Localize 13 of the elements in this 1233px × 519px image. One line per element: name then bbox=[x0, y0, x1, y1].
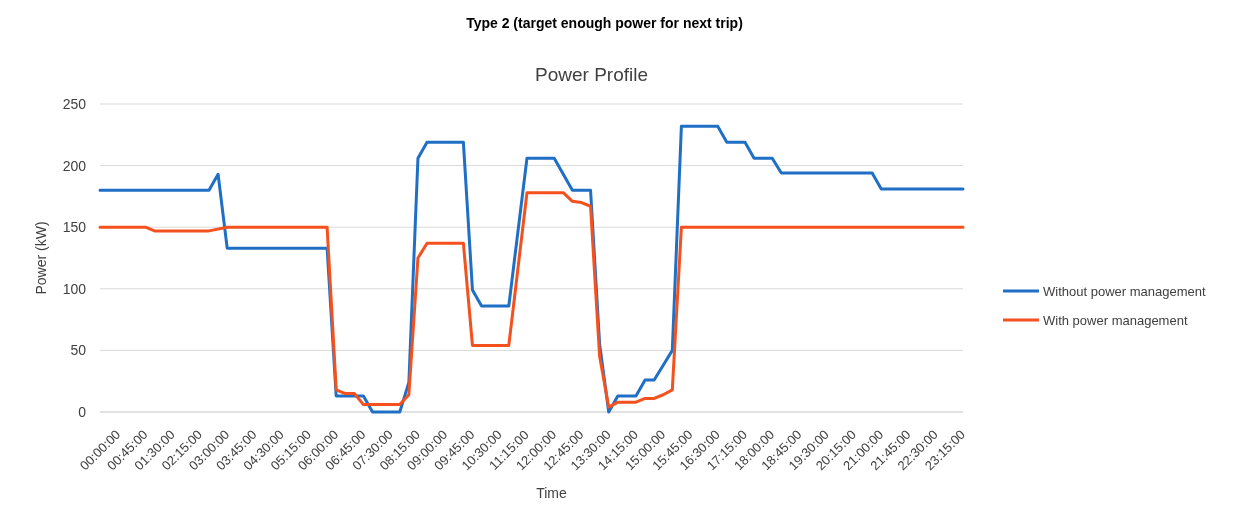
y-tick-label: 0 bbox=[78, 403, 87, 420]
y-tick-label: 150 bbox=[62, 219, 87, 236]
y-tick-label: 100 bbox=[62, 280, 87, 297]
chart-title: Type 2 (target enough power for next trip) bbox=[466, 15, 743, 31]
y-tick-label: 250 bbox=[62, 95, 87, 112]
y-tick-label: 50 bbox=[70, 342, 87, 359]
line-series bbox=[98, 191, 965, 409]
y-tick-label: 200 bbox=[62, 157, 87, 174]
legend-label: With power management bbox=[1043, 312, 1188, 328]
legend-label: Without power management bbox=[1043, 283, 1206, 299]
x-axis-title: Time bbox=[536, 485, 568, 501]
y-axis-title: Power (kW) bbox=[33, 221, 49, 295]
chart-subtitle: Power Profile bbox=[535, 64, 648, 85]
